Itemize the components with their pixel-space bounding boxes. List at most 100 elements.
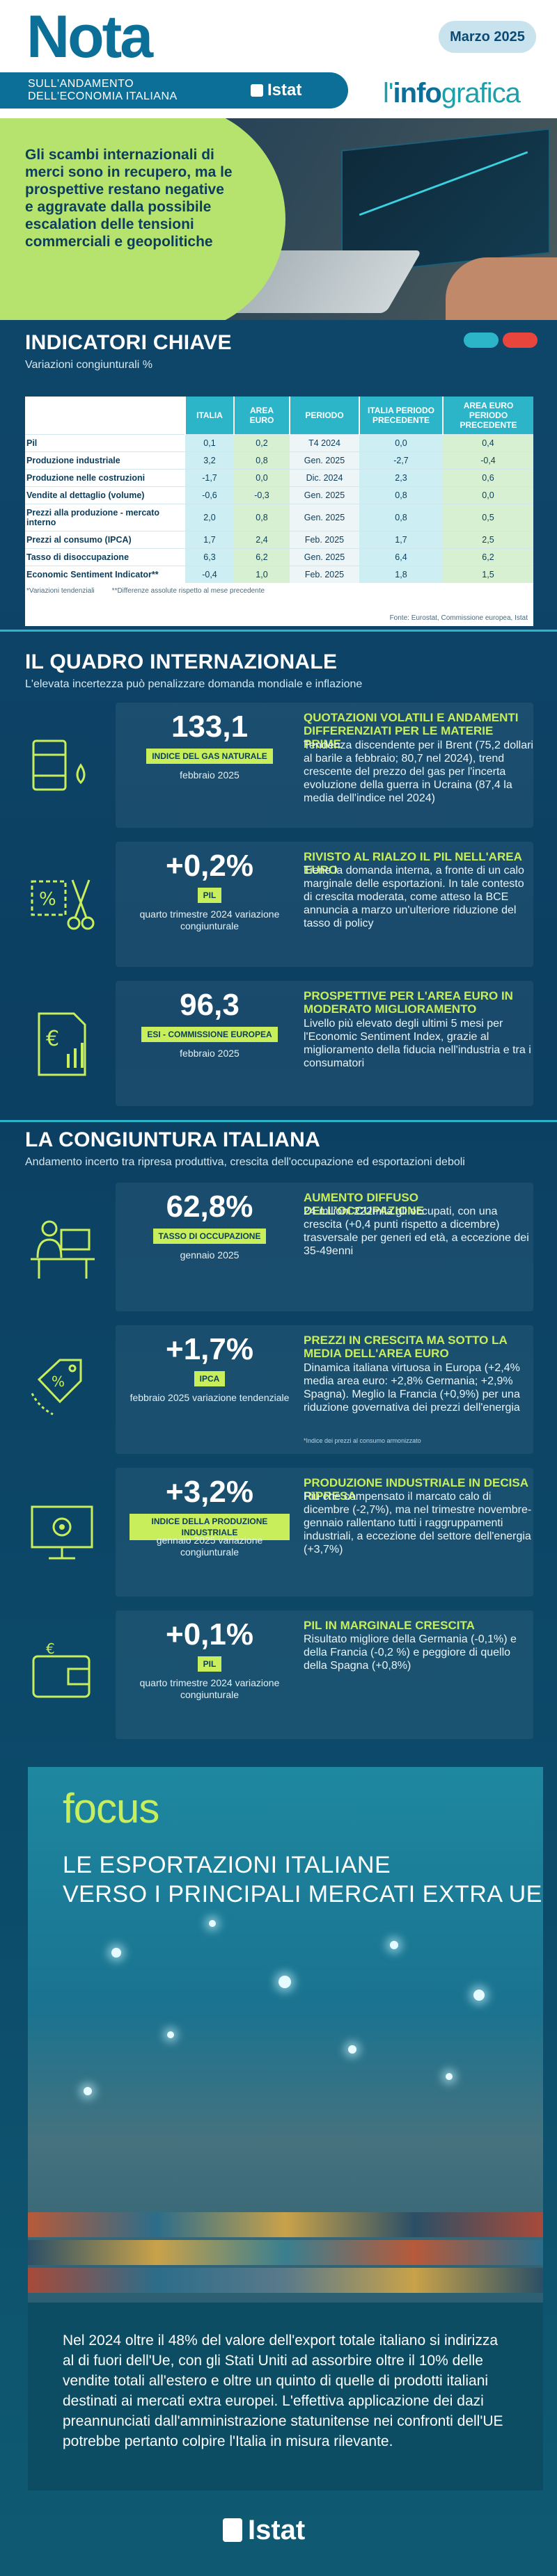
kpi-badge-label: PIL	[197, 1656, 222, 1672]
svg-text:%: %	[39, 889, 56, 910]
kpi-badge: ESI - COMMISSIONE EUROPEA	[130, 1027, 290, 1042]
subtitle-text: SULL'ANDAMENTO DELL'ECONOMIA ITALIANA	[28, 78, 178, 103]
kpi-card: 133,1 INDICE DEL GAS NATURALE febbraio 202…	[25, 703, 533, 835]
shipping-containers-image	[28, 2240, 543, 2265]
footer-istat-text: Istat	[248, 2515, 306, 2545]
card-headline: PIL IN MARGINALE CRESCITA	[304, 1619, 475, 1632]
kpi-badge-label: IPCA	[194, 1371, 226, 1386]
table-cell: 0,8	[234, 451, 290, 470]
row-label: Prezzi alla produzione - mercato interno	[25, 504, 185, 531]
network-node	[84, 2087, 92, 2095]
brand-prefix: l'	[383, 78, 394, 109]
subtitle-line-1: SULL'ANDAMENTO	[28, 78, 134, 90]
table-row: Produzione industriale 3,2 0,8 Gen. 2025 -2,…	[25, 451, 533, 470]
istat-mark-icon	[251, 84, 263, 97]
table-cell: 1,7	[359, 531, 443, 549]
card-background	[116, 981, 533, 1106]
kpi-badge-label: INDICE DELLA PRODUZIONE INDUSTRIALE	[130, 1514, 290, 1540]
section-divider	[0, 1120, 557, 1122]
hero-banner: Gli scambi internazionali di merci sono …	[0, 118, 557, 320]
kpi-badge: INDICE DEL GAS NATURALE	[130, 749, 290, 764]
table-note-2: **Differenze assolute rispetto al mese p…	[111, 587, 265, 595]
card-headline: AUMENTO DIFFUSO DELL'OCCUPAZIONE	[304, 1191, 424, 1217]
row-label: Produzione nelle costruzioni	[25, 469, 185, 487]
table-cell: Gen. 2025	[290, 451, 359, 470]
table-cell: -1,7	[185, 469, 234, 487]
kpi-card: €96,3 ESI - COMMISSIONE EUROPEA febbraio 2…	[25, 981, 533, 1113]
table-cell: 0,0	[234, 469, 290, 487]
row-label: Pil	[25, 434, 185, 452]
kpi-badge: TASSO DI OCCUPAZIONE	[130, 1229, 290, 1244]
kpi-badge: PIL	[130, 888, 290, 903]
indicators-title: INDICATORI CHIAVE	[25, 331, 232, 354]
kpi-period: gennaio 2025 variazione congiunturale	[156, 1535, 263, 1558]
table-cell: 2,0	[185, 504, 234, 531]
monitor-gear-icon	[25, 1494, 116, 1585]
focus-text: Nel 2024 oltre il 48% del valore dell'ex…	[28, 2303, 543, 2490]
card-headline: QUOTAZIONI VOLATILI E ANDAMENTI DIFFEREN…	[304, 711, 519, 751]
kpi-badge: PIL	[130, 1656, 290, 1672]
row-label: Vendite al dettaglio (volume)	[25, 486, 185, 504]
network-node	[209, 1920, 216, 1927]
international-title: IL QUADRO INTERNAZIONALE	[25, 650, 338, 673]
hero-text-blob	[0, 118, 285, 320]
shipping-containers-image	[28, 2212, 543, 2237]
euro-document-icon: €	[25, 1005, 116, 1096]
indicators-table: ITALIA AREA EURO PERIODO ITALIA PERIODO …	[25, 397, 533, 626]
brand-bold: info	[393, 78, 442, 109]
table-cell: 0,1	[185, 434, 234, 452]
table-header-cell: ITALIA	[185, 397, 234, 435]
italy-subtitle: Andamento incerto tra ripresa produttiva…	[25, 1156, 465, 1168]
table-row: Economic Sentiment Indicator** -0,4 1,0 Feb…	[25, 566, 533, 583]
row-label: Economic Sentiment Indicator**	[25, 566, 185, 583]
kpi-value: 96,3	[180, 988, 240, 1022]
card-headline: RIVISTO AL RIALZO IL PIL NELL'AREA EURO	[304, 850, 522, 877]
kpi-period: quarto trimestre 2024 variazione congiun…	[139, 909, 280, 931]
kpi-badge-label: PIL	[197, 888, 222, 903]
table-notes: *Variazioni tendenziali **Differenze ass…	[25, 583, 533, 599]
table-cell: 2,5	[443, 531, 533, 549]
table-cell: 0,0	[359, 434, 443, 452]
tab-shape-red	[503, 333, 538, 348]
brand-suffix: grafica	[441, 78, 521, 109]
kpi-value: +1,7%	[166, 1332, 253, 1366]
table-cell: 0,6	[443, 469, 533, 487]
card-headline: PROSPETTIVE PER L'AREA EURO IN MODERATO …	[304, 989, 513, 1016]
card-background	[116, 1183, 533, 1311]
card-background	[116, 1610, 533, 1739]
footer-istat-logo: Istat	[223, 2515, 305, 2546]
card-background	[116, 1325, 533, 1454]
infografica-brand: l'infografica	[383, 78, 521, 109]
card-body-text: Tiene la domanda interna, a fronte di un…	[304, 865, 524, 929]
table-cell: -0,3	[234, 486, 290, 504]
kpi-badge-label: ESI - COMMISSIONE EUROPEA	[141, 1027, 278, 1042]
kpi-value: +3,2%	[166, 1475, 253, 1509]
table-row: Prezzi alla produzione - mercato interno…	[25, 504, 533, 531]
kpi-value: 62,8%	[166, 1190, 253, 1224]
table-cell: 2,3	[359, 469, 443, 487]
scissors-percent-icon: %	[25, 866, 116, 957]
istat-mark-icon	[223, 2518, 242, 2542]
kpi-card: % +0,2% PIL quarto trimestre 2024 variazion…	[25, 842, 533, 974]
date-badge: Marzo 2025	[439, 21, 536, 53]
table-cell: 0,5	[443, 504, 533, 531]
table-cell: 6,4	[359, 548, 443, 566]
decorative-tabs	[460, 333, 538, 351]
table-cell: 1,0	[234, 566, 290, 583]
table-cell: Feb. 2025	[290, 566, 359, 583]
table-cell: 6,3	[185, 548, 234, 566]
network-node	[348, 2045, 356, 2054]
table-cell: -0,4	[185, 566, 234, 583]
table-cell: 0,8	[359, 504, 443, 531]
kpi-period: febbraio 2025 variazione tendenziale	[130, 1392, 290, 1403]
card-body-text: Livello più elevato degli ultimi 5 mesi …	[304, 1018, 531, 1069]
network-node	[446, 2073, 453, 2080]
indicators-subtitle: Variazioni congiunturali %	[25, 359, 152, 371]
svg-text:%: %	[52, 1373, 65, 1390]
wallet-icon: €	[25, 1637, 116, 1727]
table-cell: 0,0	[443, 486, 533, 504]
card-footnote: *Indice dei prezzi al consumo armonizzat…	[304, 1437, 421, 1444]
table-source: Fonte: Eurostat, Commissione europea, Is…	[389, 614, 528, 622]
table-cell: 0,2	[234, 434, 290, 452]
